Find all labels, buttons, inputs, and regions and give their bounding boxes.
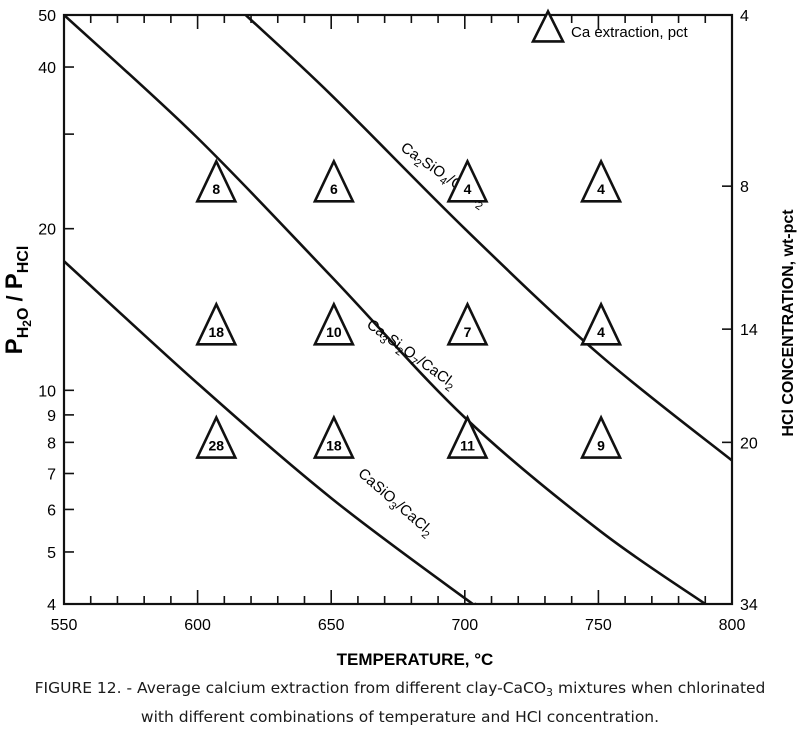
x-tick-label: 550 bbox=[51, 617, 78, 634]
series-line bbox=[64, 259, 478, 604]
y-tick-label-left: 10 bbox=[38, 383, 56, 400]
extraction-value: 4 bbox=[597, 324, 605, 340]
axis-ticks bbox=[63, 14, 733, 605]
y-axis-label-left-part: / bbox=[2, 289, 27, 307]
extraction-value: 8 bbox=[212, 181, 220, 197]
x-axis-label: TEMPERATURE, °C bbox=[337, 650, 494, 669]
extraction-value: 18 bbox=[326, 437, 342, 453]
triangle-marker bbox=[580, 301, 623, 346]
triangle-marker bbox=[446, 414, 489, 459]
triangle-marker bbox=[312, 301, 355, 346]
y-axis-label-left-part: HCl bbox=[15, 246, 32, 274]
caption-line-1-part-b: mixtures when chlorinated bbox=[553, 679, 766, 697]
plot-frame bbox=[62, 13, 734, 606]
triangle-marker bbox=[312, 414, 355, 459]
triangle-marker bbox=[195, 158, 238, 203]
caption-line-1: FIGURE 12. - Average calcium extraction … bbox=[0, 676, 800, 705]
y-tick-label-left: 7 bbox=[47, 466, 56, 483]
y-tick-label-left: 40 bbox=[38, 60, 56, 77]
triangle-marker bbox=[446, 301, 489, 346]
triangle-marker bbox=[195, 301, 238, 346]
y-tick-label-right: 8 bbox=[740, 179, 749, 196]
chart: 550 600 650 700 750 800 4 5 6 7 8 9 10 20 40 50 4 8 14 20 34… bbox=[1, 8, 797, 669]
series-label: CaSiO3/CaCl2 bbox=[353, 465, 437, 542]
extraction-markers: 8 6 4 4 18 10 7 4 28 18 11 9 bbox=[195, 158, 623, 459]
y-tick-label-left: 8 bbox=[47, 435, 56, 452]
series-lines bbox=[64, 15, 732, 604]
x-tick-label: 600 bbox=[184, 617, 211, 634]
extraction-marker: 4 bbox=[446, 158, 489, 203]
x-tick-label: 800 bbox=[719, 617, 746, 634]
triangle-marker bbox=[195, 414, 238, 459]
series-line bbox=[244, 15, 732, 462]
y-axis-label-left-part: 2 bbox=[20, 320, 34, 327]
y-tick-label-right: 34 bbox=[740, 597, 758, 614]
series-label: Ca3Si2O7/CaCl2 bbox=[362, 316, 460, 395]
extraction-value: 28 bbox=[209, 437, 225, 453]
extraction-marker: 28 bbox=[195, 414, 238, 459]
extraction-value: 11 bbox=[460, 437, 475, 453]
caption-line-2: with different combinations of temperatu… bbox=[140, 708, 660, 726]
series-label-subscript: 2 bbox=[473, 200, 485, 213]
legend-label: Ca extraction, pct bbox=[571, 24, 689, 41]
extraction-value: 10 bbox=[326, 324, 342, 340]
y-tick-label-left: 20 bbox=[38, 222, 56, 239]
extraction-value: 9 bbox=[597, 437, 605, 453]
extraction-marker: 8 bbox=[195, 158, 238, 203]
extraction-value: 18 bbox=[209, 324, 225, 340]
extraction-marker: 10 bbox=[312, 301, 355, 346]
y-axis-label-left-part: H bbox=[15, 327, 32, 339]
extraction-marker: 7 bbox=[446, 301, 489, 346]
series-line bbox=[64, 15, 707, 604]
caption-line-1-part-a: FIGURE 12. - Average calcium extraction … bbox=[34, 679, 547, 697]
extraction-marker: 18 bbox=[312, 414, 355, 459]
caption-subscript: 3 bbox=[546, 686, 554, 699]
y-tick-label-right: 14 bbox=[740, 322, 758, 339]
series-label-subscript: 4 bbox=[437, 175, 449, 188]
triangle-marker bbox=[580, 414, 623, 459]
series-label-subscript: 2 bbox=[412, 157, 424, 170]
triangle-marker bbox=[446, 158, 489, 203]
extraction-marker: 4 bbox=[580, 158, 623, 203]
legend-triangle bbox=[530, 8, 566, 43]
y-tick-label-right: 4 bbox=[740, 8, 749, 25]
y-axis-label-left-part: P bbox=[1, 273, 28, 289]
plot-frame-rect bbox=[62, 13, 734, 606]
y-axis-label-left-part: P bbox=[1, 338, 28, 354]
extraction-marker: 18 bbox=[195, 301, 238, 346]
x-tick-label: 650 bbox=[318, 617, 345, 634]
y-axis-label-left: PH2O / PHCl bbox=[1, 246, 34, 355]
figure-caption: FIGURE 12. - Average calcium extraction … bbox=[0, 676, 800, 730]
triangle-marker bbox=[580, 158, 623, 203]
y-tick-label-left: 9 bbox=[47, 408, 56, 425]
y-axis-label-left-part: O bbox=[15, 308, 32, 320]
extraction-marker: 9 bbox=[580, 414, 623, 459]
y-tick-label-left: 6 bbox=[47, 502, 56, 519]
extraction-value: 7 bbox=[464, 324, 472, 340]
legend: Ca extraction, pct bbox=[530, 8, 689, 43]
extraction-value: 6 bbox=[330, 181, 338, 197]
extraction-marker: 11 bbox=[446, 414, 489, 459]
extraction-marker: 4 bbox=[580, 301, 623, 346]
x-tick-label: 700 bbox=[451, 617, 478, 634]
y-axis-label-right: HCl CONCENTRATION, wt-pct bbox=[780, 209, 797, 437]
triangle-marker bbox=[312, 158, 355, 203]
x-tick-label: 750 bbox=[585, 617, 612, 634]
y-tick-label-left: 50 bbox=[38, 8, 56, 25]
tick-labels: 550 600 650 700 750 800 4 5 6 7 8 9 10 20 40 50 4 8 14 20 34 bbox=[38, 8, 758, 634]
y-tick-label-left: 5 bbox=[47, 545, 56, 562]
extraction-value: 4 bbox=[464, 181, 472, 197]
extraction-value: 4 bbox=[597, 181, 605, 197]
extraction-marker: 6 bbox=[312, 158, 355, 203]
y-tick-label-right: 20 bbox=[740, 435, 758, 452]
y-tick-label-left: 4 bbox=[47, 597, 56, 614]
y-axis-label-left-text: PH2O / PHCl bbox=[1, 246, 34, 355]
